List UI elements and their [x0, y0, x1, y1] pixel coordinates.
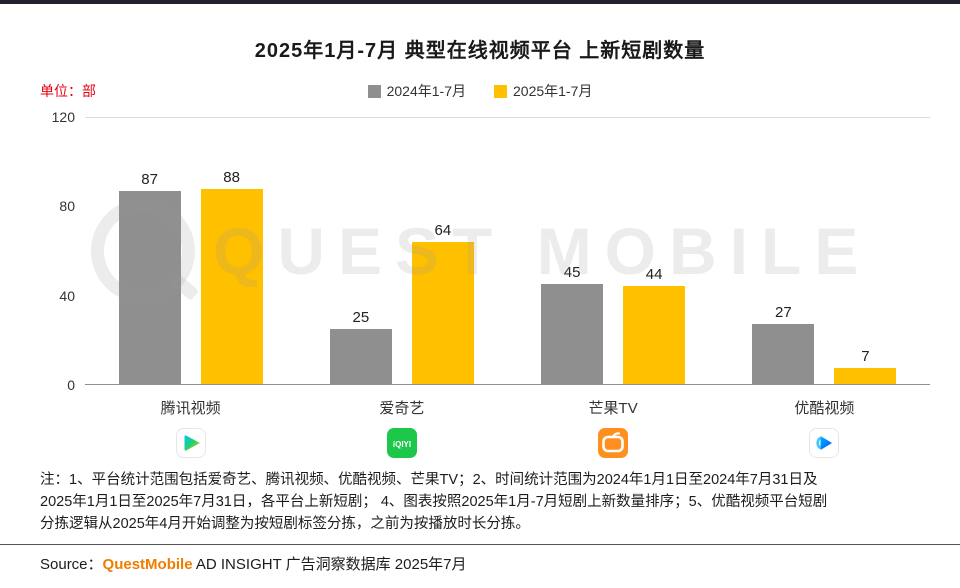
legend-label-2025: 2025年1-7月 [513, 83, 593, 99]
bar-group-优酷视频: 27 7 [719, 118, 930, 384]
bar-2024年1-7月-爱奇艺 [329, 328, 392, 384]
y-axis-tick-40: 40 [59, 287, 75, 304]
plot-area: 0 40 80 120 87 88 25 64 45 44 27 7 QUEST MOBILE [0, 109, 960, 393]
bar-2025年1-7月-腾讯视频 [200, 188, 263, 384]
bar-series-container: 87 88 25 64 45 44 27 7 [85, 118, 930, 384]
footnote-line-1: 注：1、平台统计范围包括爱奇艺、腾讯视频、优酷视频、芒果TV；2、时间统计范围为… [40, 472, 818, 488]
bar-group-爱奇艺: 25 64 [296, 118, 507, 384]
source-line: Source：QuestMobile AD INSIGHT 广告洞察数据库 20… [0, 544, 960, 574]
legend-swatch-2024 [367, 84, 381, 98]
legend-item-2024: 2024年1-7月 [367, 81, 466, 101]
bar-wrap: 64 [411, 118, 474, 384]
svg-text:iQIYI: iQIYI [393, 440, 411, 449]
platform-logos-row: iQIYI [85, 428, 930, 458]
legend-label-2024: 2024年1-7月 [386, 83, 466, 99]
category-label-爱奇艺: 爱奇艺 [379, 400, 425, 417]
bar-wrap: 27 [752, 118, 815, 384]
y-axis-tick-120: 120 [51, 109, 75, 125]
top-border [0, 0, 960, 4]
youku-icon [719, 428, 930, 458]
source-suffix: AD INSIGHT 广告洞察数据库 2025年7月 [192, 556, 467, 574]
category-label-优酷视频: 优酷视频 [794, 400, 855, 417]
x-axis-categories: 腾讯视频 爱奇艺 芒果TV 优酷视频 [85, 397, 930, 418]
bar-group-腾讯视频: 87 88 [85, 118, 296, 384]
bar-value-label: 45 [563, 264, 581, 282]
bar-wrap: 44 [623, 118, 686, 384]
footnote-line-2: 2025年1月1日至2025年7月31日，各平台上新短剧； 4、图表按照2025… [40, 493, 828, 510]
bar-value-label: 7 [861, 348, 870, 366]
unit-label: 单位：部 [40, 83, 96, 99]
bar-2025年1-7月-爱奇艺 [411, 242, 474, 384]
bar-2025年1-7月-芒果TV [623, 286, 686, 384]
bar-value-label: 64 [434, 222, 452, 240]
y-axis-tick-0: 0 [67, 377, 75, 393]
bar-value-label: 27 [775, 304, 792, 322]
bar-wrap: 25 [329, 118, 392, 384]
source-brand: QuestMobile [102, 556, 193, 574]
category-label-芒果TV: 芒果TV [588, 400, 638, 417]
bar-wrap: 88 [200, 118, 263, 384]
page-title: 2025年1月-7月 典型在线视频平台 上新短剧数量 [254, 40, 706, 62]
legend-swatch-2025 [494, 84, 507, 98]
bar-2024年1-7月-优酷视频 [752, 324, 815, 384]
bar-value-label: 44 [645, 266, 663, 284]
footnote: 注：1、平台统计范围包括爱奇艺、腾讯视频、优酷视频、芒果TV；2、时间统计范围为… [40, 470, 920, 535]
bar-value-label: 25 [352, 308, 370, 326]
bar-wrap: 87 [118, 118, 181, 384]
bar-2025年1-7月-优酷视频 [834, 368, 897, 384]
chart-legend: 2024年1-7月 2025年1-7月 [0, 79, 960, 103]
bar-value-label: 87 [141, 171, 158, 189]
y-axis: 0 40 80 120 [0, 109, 75, 393]
bar-wrap: 45 [541, 118, 604, 384]
bar-2024年1-7月-腾讯视频 [118, 191, 181, 384]
bar-value-label: 88 [223, 168, 240, 186]
y-axis-tick-80: 80 [59, 198, 75, 215]
plot: 87 88 25 64 45 44 27 7 QUEST MOBILE [85, 117, 930, 385]
footnote-line-3: 分拣逻辑从2025年4月开始调整为按短剧标签分拣，之前为按播放时长分拣。 [40, 515, 530, 532]
category-label-腾讯视频: 腾讯视频 [160, 400, 221, 417]
bar-group-芒果TV: 45 44 [508, 118, 719, 384]
bar-wrap: 7 [834, 118, 897, 384]
bar-chart: 0 40 80 120 87 88 25 64 45 44 27 7 QUEST MOBILE 腾讯… [0, 109, 960, 458]
legend-row: 单位：部 2024年1-7月 2025年1-7月 [0, 79, 960, 103]
mango-tv-icon [508, 428, 719, 458]
source-prefix: Source： [40, 556, 103, 574]
tencent-video-icon [85, 428, 296, 458]
iqiyi-icon: iQIYI [296, 428, 507, 458]
bar-2024年1-7月-芒果TV [541, 284, 604, 384]
legend-item-2025: 2025年1-7月 [494, 81, 592, 101]
